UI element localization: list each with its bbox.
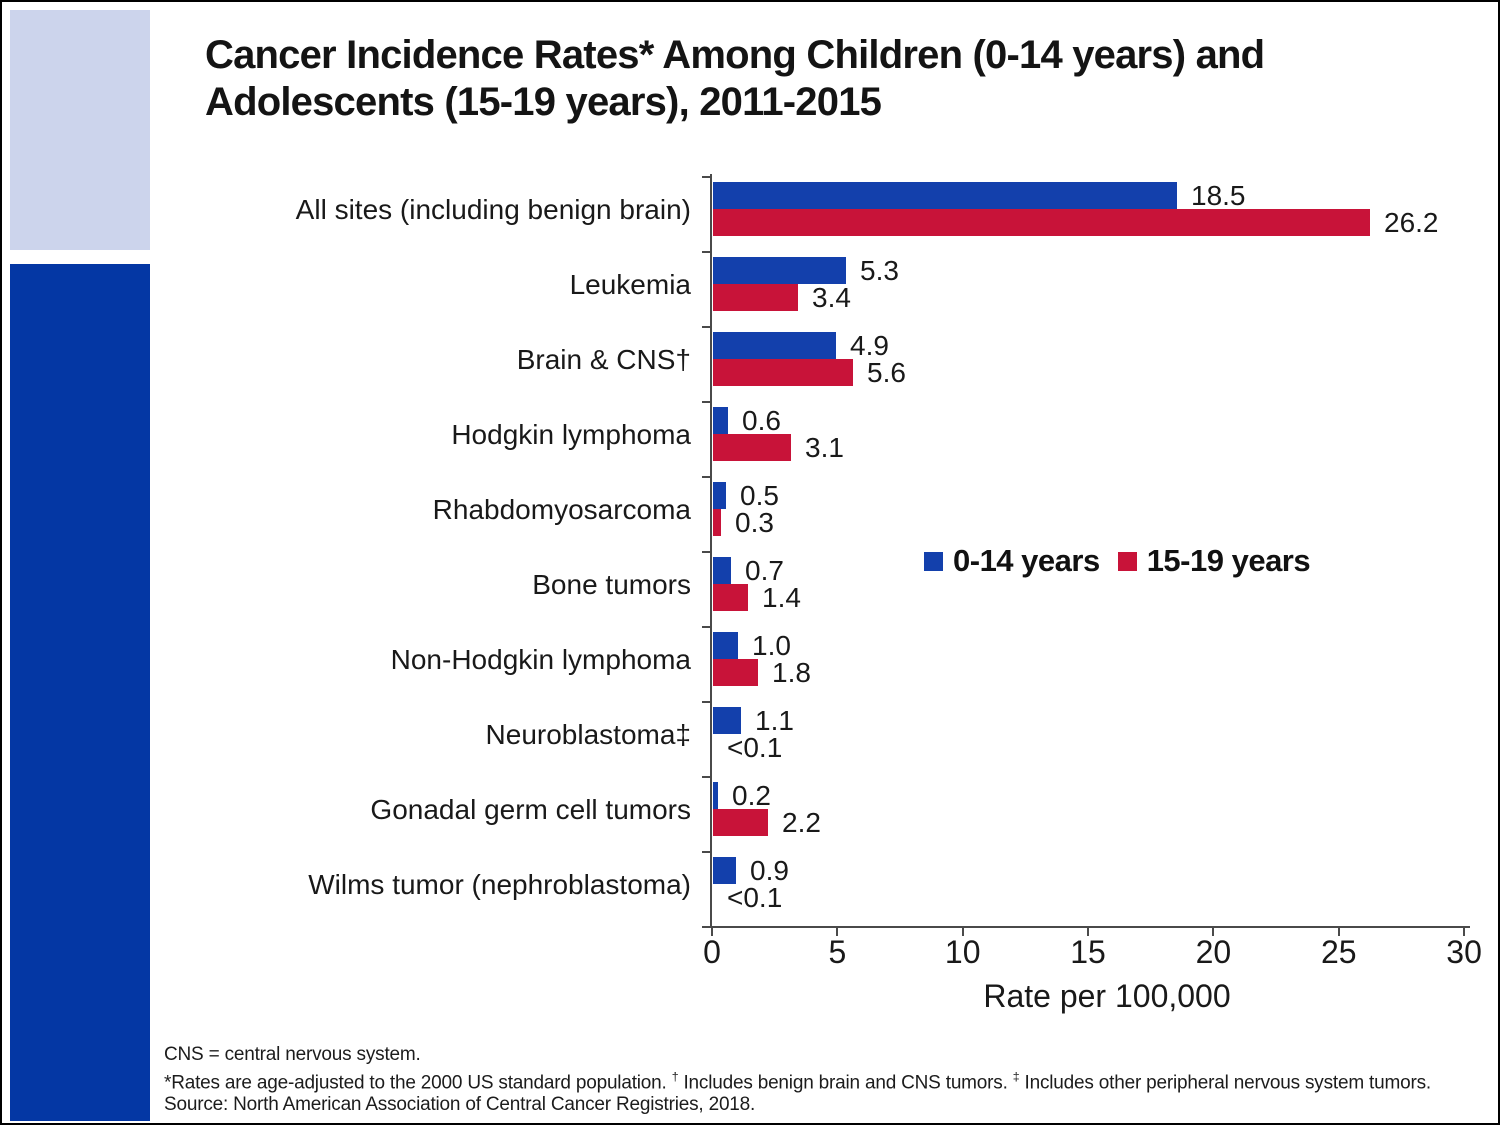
legend-item-15-19-years: 15-19 years: [1117, 543, 1311, 579]
bar-15-19-years: [713, 509, 721, 536]
y-tick: [702, 926, 711, 928]
x-tick: [711, 928, 713, 936]
y-tick: [702, 326, 711, 328]
category-label: Rhabdomyosarcoma: [432, 494, 691, 525]
dagger-symbol: †: [671, 1070, 679, 1084]
x-tick: [961, 928, 964, 936]
category-label: Non-Hodgkin lymphoma: [390, 644, 691, 675]
x-axis: [704, 926, 1470, 928]
value-label: <0.1: [727, 732, 783, 763]
page-title: Cancer Incidence Rates* Among Children (…: [205, 32, 1435, 126]
value-label: 4.9: [850, 330, 889, 361]
y-tick: [702, 626, 711, 628]
value-label: <0.1: [727, 882, 783, 913]
bar-0-14-years: [713, 557, 731, 584]
bar-15-19-years: [713, 659, 758, 686]
value-label: 0.6: [742, 405, 781, 436]
footnote-line2-text: Includes benign brain and CNS tumors.: [678, 1072, 1013, 1094]
value-label: 1.8: [772, 657, 811, 688]
bar-15-19-years: [713, 359, 853, 386]
category-label: Hodgkin lymphoma: [451, 419, 691, 450]
value-label: 0.5: [740, 480, 779, 511]
category-label: Wilms tumor (nephroblastoma): [308, 869, 691, 900]
category-label: Leukemia: [569, 269, 691, 300]
legend-item-0-14-years: 0-14 years: [924, 543, 1100, 579]
bar-15-19-years: [713, 809, 768, 836]
bar-0-14-years: [713, 782, 718, 809]
bar-0-14-years: [713, 332, 836, 359]
x-tick: [1463, 928, 1466, 936]
value-label: 5.6: [867, 357, 906, 388]
bar-15-19-years: [713, 209, 1370, 236]
footnote-line2-text: *Rates are age-adjusted to the 2000 US s…: [164, 1072, 672, 1094]
y-tick: [702, 701, 711, 703]
bar-0-14-years: [713, 407, 728, 434]
category-label: Gonadal germ cell tumors: [370, 794, 691, 825]
category-label: Brain & CNS†: [516, 344, 691, 375]
value-label: 1.1: [755, 705, 794, 736]
footnote-line2-text: Includes other peripheral nervous system…: [1019, 1072, 1432, 1094]
bar-0-14-years: [713, 632, 738, 659]
value-label: 1.0: [752, 630, 791, 661]
bar-0-14-years: [713, 257, 846, 284]
x-tick-label: 15: [1070, 934, 1106, 970]
y-tick: [702, 776, 711, 778]
value-label: 1.4: [762, 582, 801, 613]
bar-0-14-years: [713, 857, 736, 884]
page-title-line2: Adolescents (15-19 years), 2011-2015: [205, 80, 882, 124]
value-label: 0.3: [735, 507, 774, 538]
y-tick: [702, 851, 711, 853]
bar-0-14-years: [713, 182, 1177, 209]
double-dagger-symbol: ‡: [1012, 1070, 1020, 1084]
value-label: 3.4: [812, 282, 851, 313]
chart-legend: 0-14 years 15-19 years: [924, 543, 1311, 579]
bar-0-14-years: [713, 707, 741, 734]
footnote-line1: CNS = central nervous system.: [164, 1044, 421, 1065]
x-tick: [1212, 928, 1215, 936]
x-axis-title: Rate per 100,000: [983, 978, 1231, 1014]
x-tick-label: 30: [1446, 934, 1482, 970]
footnotes: CNS = central nervous system. *Rates are…: [164, 1044, 1474, 1116]
sidebar-accent-dark: [10, 264, 150, 1121]
y-axis: [710, 174, 712, 927]
x-tick-label: 0: [703, 934, 721, 970]
x-tick-label: 10: [944, 934, 981, 970]
y-tick: [702, 176, 711, 178]
x-tick: [1337, 928, 1340, 936]
category-label: All sites (including benign brain): [295, 194, 691, 225]
x-tick-label: 20: [1195, 934, 1232, 970]
value-label: 26.2: [1384, 207, 1439, 238]
value-label: 0.7: [745, 555, 784, 586]
page-title-line1: Cancer Incidence Rates* Among Children (…: [205, 33, 1265, 77]
legend-swatch-red: [1117, 551, 1137, 571]
category-label: Bone tumors: [532, 569, 691, 600]
value-label: 0.9: [750, 855, 789, 886]
y-tick: [702, 401, 711, 403]
footnote-source: Source: North American Association of Ce…: [164, 1094, 756, 1116]
value-label: 0.2: [732, 780, 771, 811]
value-label: 5.3: [860, 255, 899, 286]
y-tick: [702, 551, 711, 553]
legend-label-15-19-years: 15-19 years: [1146, 543, 1311, 578]
y-tick: [702, 476, 711, 478]
bar-0-14-years: [713, 482, 726, 509]
y-tick: [702, 251, 711, 253]
x-tick: [1087, 928, 1090, 936]
legend-label-0-14-years: 0-14 years: [953, 543, 1100, 578]
x-tick-label: 25: [1320, 934, 1357, 970]
sidebar-accent-light: [10, 10, 150, 250]
bar-15-19-years: [713, 434, 791, 461]
bar-15-19-years: [713, 284, 798, 311]
value-label: 3.1: [805, 432, 844, 463]
value-label: 2.2: [782, 807, 821, 838]
value-label: 18.5: [1191, 180, 1246, 211]
legend-swatch-blue: [924, 551, 943, 571]
category-label: Neuroblastoma‡: [485, 719, 691, 750]
footnote-line2: *Rates are age-adjusted to the 2000 US s…: [164, 1066, 1474, 1094]
bar-15-19-years: [713, 584, 748, 611]
x-tick: [836, 928, 839, 936]
x-tick-label: 5: [828, 934, 847, 970]
